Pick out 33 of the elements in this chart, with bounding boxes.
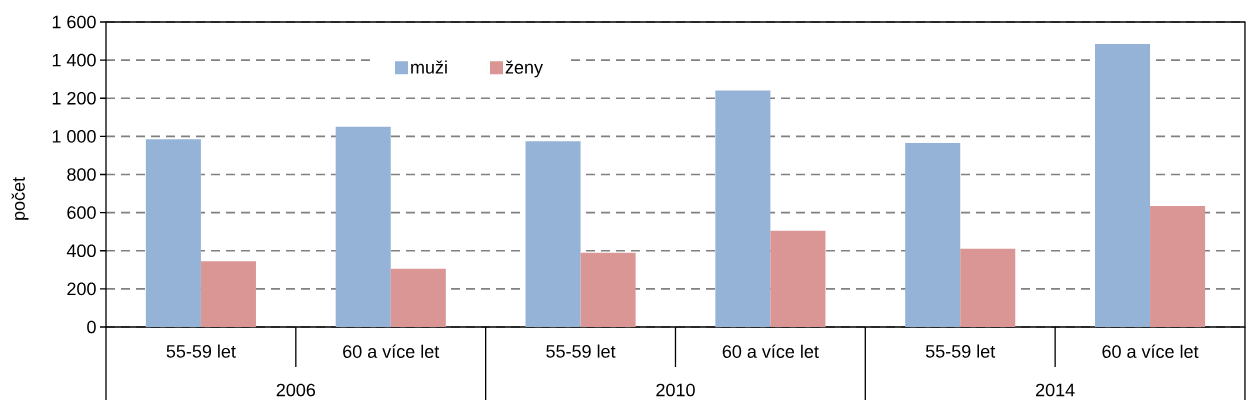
x-tick-label: 55-59 let	[925, 344, 996, 358]
bar	[525, 141, 581, 327]
x-tick-label: 55-59 let	[166, 344, 236, 358]
y-tick-label: 0	[87, 320, 96, 334]
bar	[580, 252, 636, 327]
bar	[770, 230, 826, 327]
y-axis-title: počet	[11, 177, 29, 220]
bar	[145, 139, 201, 327]
x-tick-label: 60 a více let	[722, 344, 819, 358]
bar	[390, 268, 446, 327]
bar	[715, 90, 771, 327]
bar	[335, 126, 391, 327]
x-tick-label: 60 a více let	[343, 344, 440, 358]
y-tick-label: 800	[67, 168, 96, 181]
text: 2014	[1036, 383, 1075, 397]
text: 2010	[656, 383, 695, 397]
x-tick-label: 55-59 let	[546, 344, 616, 358]
y-tick-label: 400	[66, 244, 96, 258]
bar	[1095, 43, 1151, 327]
y-tick-label: 1 200	[52, 91, 96, 105]
x-tick-label: 60 a více let	[1102, 344, 1199, 358]
text: 2006	[276, 383, 316, 397]
y-tick-label: 200	[67, 282, 96, 296]
bar	[1150, 205, 1206, 327]
y-tick-label: 1 000	[52, 130, 96, 143]
y-tick-label: 1 400	[52, 53, 96, 67]
y-tick-label: 600	[67, 206, 96, 219]
bar	[905, 143, 961, 327]
legend-label: muži	[411, 60, 447, 74]
legend-label: ženy	[505, 60, 543, 78]
y-tick-label: 1 600	[52, 15, 96, 29]
bar	[200, 261, 256, 327]
bar	[960, 248, 1016, 327]
